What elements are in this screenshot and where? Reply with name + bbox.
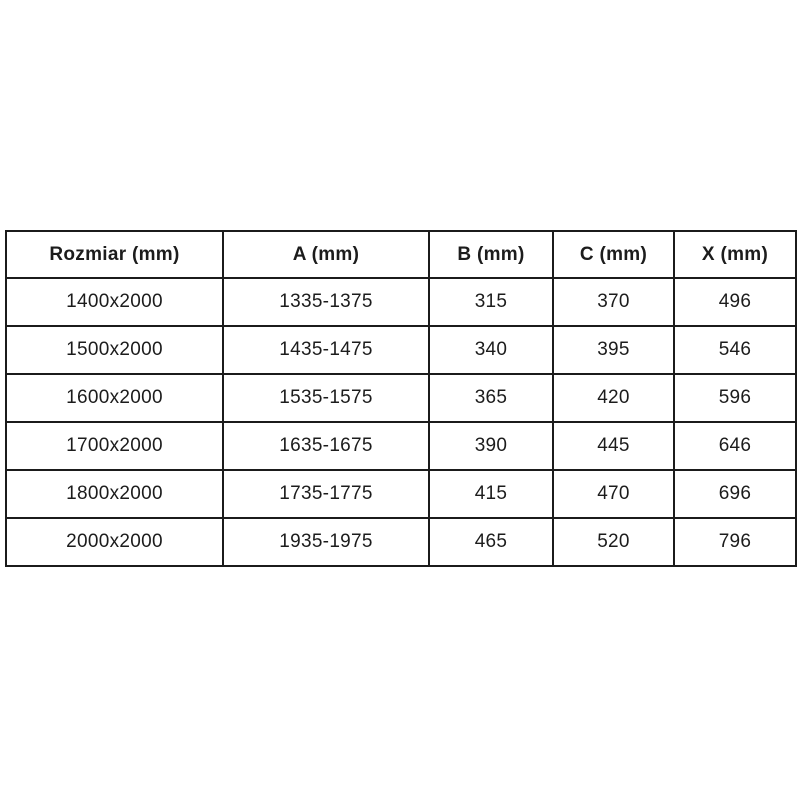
- table-cell: 796: [673, 517, 797, 567]
- column-header: A (mm): [222, 230, 430, 279]
- table-row: 1800x2000 1735-1775 415 470 696: [5, 469, 797, 519]
- table-cell: 1800x2000: [5, 469, 224, 519]
- table-cell: 370: [552, 277, 675, 327]
- table-cell: 470: [552, 469, 675, 519]
- column-header: X (mm): [673, 230, 797, 279]
- table-cell: 1600x2000: [5, 373, 224, 423]
- table-cell: 1935-1975: [222, 517, 430, 567]
- table-cell: 1635-1675: [222, 421, 430, 471]
- table-row: 2000x2000 1935-1975 465 520 796: [5, 517, 797, 567]
- header-row: Rozmiar (mm) A (mm) B (mm) C (mm) X (mm): [5, 230, 797, 279]
- table-row: 1400x2000 1335-1375 315 370 496: [5, 277, 797, 327]
- column-header: Rozmiar (mm): [5, 230, 224, 279]
- table-cell: 1500x2000: [5, 325, 224, 375]
- table-cell: 445: [552, 421, 675, 471]
- table-cell: 496: [673, 277, 797, 327]
- table-cell: 1535-1575: [222, 373, 430, 423]
- table-cell: 1335-1375: [222, 277, 430, 327]
- table-cell: 546: [673, 325, 797, 375]
- table-cell: 465: [428, 517, 554, 567]
- table-cell: 596: [673, 373, 797, 423]
- table-cell: 2000x2000: [5, 517, 224, 567]
- table-cell: 390: [428, 421, 554, 471]
- table-cell: 315: [428, 277, 554, 327]
- table-cell: 340: [428, 325, 554, 375]
- table-cell: 1700x2000: [5, 421, 224, 471]
- table-body: 1400x2000 1335-1375 315 370 496 1500x2000 1435…: [5, 277, 797, 567]
- table-cell: 365: [428, 373, 554, 423]
- dimension-table: Rozmiar (mm) A (mm) B (mm) C (mm) X (mm) 140…: [5, 230, 797, 567]
- table-row: 1700x2000 1635-1675 390 445 646: [5, 421, 797, 471]
- table-cell: 1435-1475: [222, 325, 430, 375]
- table-cell: 520: [552, 517, 675, 567]
- table-cell: 696: [673, 469, 797, 519]
- table-row: 1600x2000 1535-1575 365 420 596: [5, 373, 797, 423]
- table-cell: 1735-1775: [222, 469, 430, 519]
- column-header: C (mm): [552, 230, 675, 279]
- table-cell: 646: [673, 421, 797, 471]
- table-cell: 1400x2000: [5, 277, 224, 327]
- table-row: 1500x2000 1435-1475 340 395 546: [5, 325, 797, 375]
- table-cell: 415: [428, 469, 554, 519]
- table-cell: 395: [552, 325, 675, 375]
- column-header: B (mm): [428, 230, 554, 279]
- table-cell: 420: [552, 373, 675, 423]
